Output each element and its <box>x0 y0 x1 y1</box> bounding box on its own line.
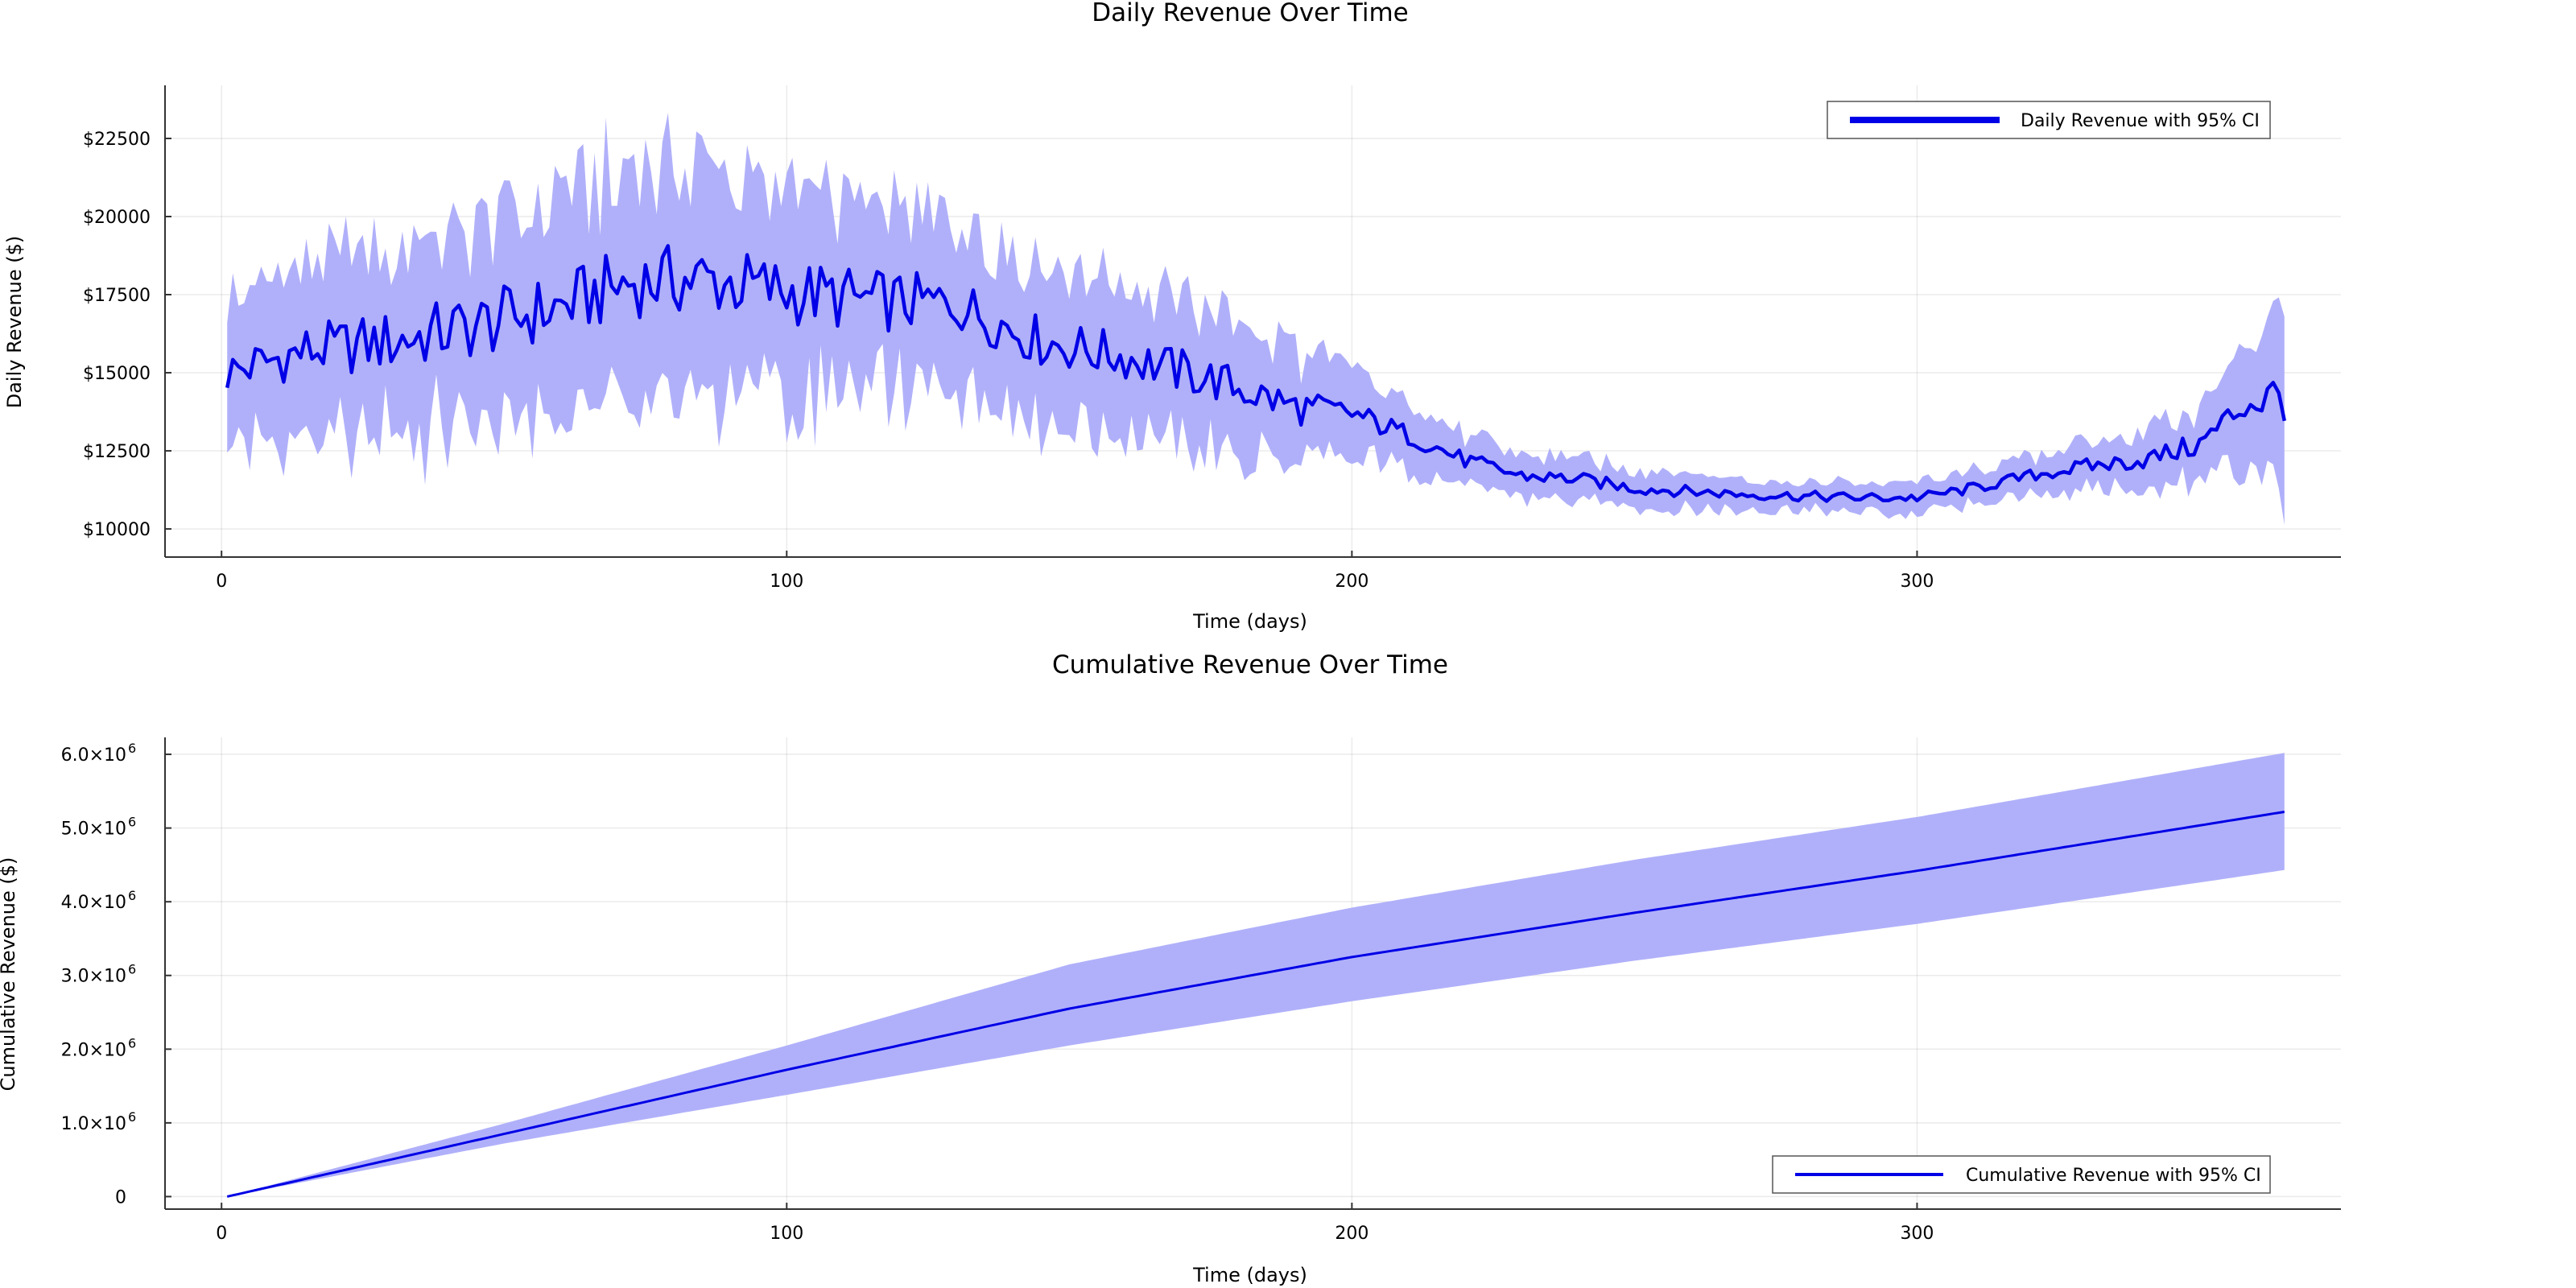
y-tick-exponent: 6 <box>128 815 136 830</box>
series-line <box>225 244 2287 503</box>
y-tick-label: 5.0×10 <box>61 819 126 840</box>
x-tick-label: 100 <box>770 1224 803 1244</box>
y-tick-label: 6.0×10 <box>61 745 126 766</box>
x-tick-label: 100 <box>770 572 803 592</box>
legend-label: Cumulative Revenue with 95% CI <box>1966 1166 2261 1186</box>
y-tick-label: 2.0×10 <box>61 1040 126 1060</box>
y-tick-label: $20000 <box>83 208 151 228</box>
y-tick-label: 3.0×10 <box>61 967 126 987</box>
x-tick-label: 200 <box>1335 572 1368 592</box>
chart-title: Daily Revenue Over Time <box>1092 0 1408 27</box>
x-tick-label: 300 <box>1900 572 1934 592</box>
y-tick-label: $12500 <box>83 442 151 462</box>
x-tick-label: 0 <box>216 1224 227 1244</box>
x-tick-label: 200 <box>1335 1224 1368 1244</box>
legend: Cumulative Revenue with 95% CI <box>1772 1155 2271 1194</box>
y-axis-title: Cumulative Revenue ($) <box>0 857 19 1092</box>
y-tick-label: 4.0×10 <box>61 893 126 913</box>
x-axis-title: Time (days) <box>1192 1264 1307 1286</box>
y-tick-exponent: 6 <box>128 1109 136 1125</box>
x-tick-label: 0 <box>216 572 227 592</box>
y-tick-exponent: 6 <box>128 962 136 977</box>
y-tick-label: $10000 <box>83 520 151 540</box>
y-tick-label: $22500 <box>83 130 151 150</box>
x-tick-label: 300 <box>1900 1224 1934 1244</box>
chart-title: Cumulative Revenue Over Time <box>1052 650 1448 679</box>
y-tick-label: 0 <box>115 1187 126 1208</box>
revenue-line <box>225 244 2287 503</box>
legend: Daily Revenue with 95% CI <box>1827 101 2271 139</box>
y-tick-exponent: 6 <box>128 741 136 756</box>
y-tick-label: $17500 <box>83 286 151 306</box>
ci-band <box>227 113 2285 526</box>
confidence-band <box>227 113 2285 526</box>
x-axis-title: Time (days) <box>1192 610 1307 633</box>
y-tick-exponent: 6 <box>128 888 136 903</box>
series-line <box>226 811 2285 1198</box>
y-tick-label: 1.0×10 <box>61 1114 126 1134</box>
y-axis-title: Daily Revenue ($) <box>3 236 26 409</box>
daily-revenue-chart: 0 100 200 300 $10000 $12500 $15000 $17500 $20000… <box>3 0 2341 633</box>
revenue-line <box>226 811 2285 1198</box>
axes: 0 100 200 300 $10000 $12500 $15000 $17500 $20000… <box>83 85 2341 592</box>
y-tick-exponent: 6 <box>128 1035 136 1051</box>
y-tick-label: $15000 <box>83 364 151 384</box>
legend-label: Daily Revenue with 95% CI <box>2021 111 2260 131</box>
